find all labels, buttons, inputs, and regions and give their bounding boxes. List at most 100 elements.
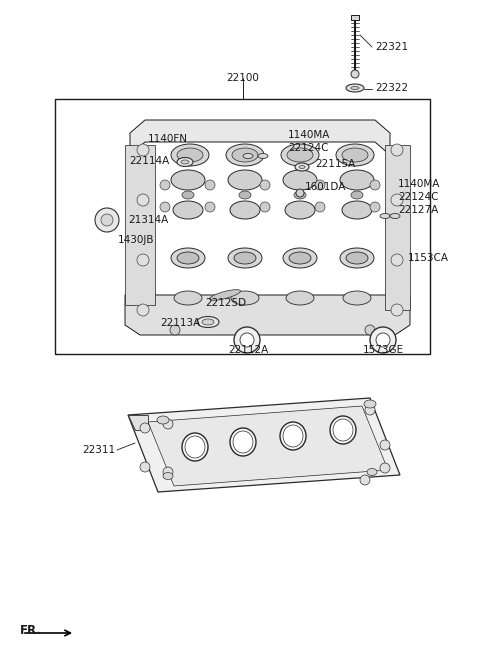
Text: 1140MA: 1140MA [398, 179, 440, 189]
Ellipse shape [390, 214, 400, 218]
Circle shape [391, 144, 403, 156]
Ellipse shape [280, 422, 306, 450]
Ellipse shape [281, 144, 319, 166]
Circle shape [234, 327, 260, 353]
Text: 22125D: 22125D [205, 298, 246, 308]
Ellipse shape [232, 148, 258, 162]
Circle shape [205, 202, 215, 212]
Circle shape [137, 254, 149, 266]
Circle shape [391, 254, 403, 266]
Text: 22311: 22311 [82, 445, 115, 455]
Ellipse shape [177, 148, 203, 162]
Circle shape [137, 144, 149, 156]
Text: 22114A: 22114A [130, 156, 170, 166]
Circle shape [160, 180, 170, 190]
Ellipse shape [364, 400, 376, 408]
Text: 22100: 22100 [227, 73, 259, 83]
Circle shape [160, 202, 170, 212]
Ellipse shape [336, 144, 374, 166]
Ellipse shape [243, 153, 253, 159]
Circle shape [137, 194, 149, 206]
Ellipse shape [286, 291, 314, 305]
Circle shape [260, 180, 270, 190]
Ellipse shape [283, 425, 303, 447]
Ellipse shape [171, 170, 205, 190]
Bar [351, 15, 359, 20]
Ellipse shape [299, 165, 305, 169]
Ellipse shape [171, 248, 205, 268]
Circle shape [360, 475, 370, 485]
Ellipse shape [230, 201, 260, 219]
Ellipse shape [177, 157, 193, 167]
Ellipse shape [182, 191, 194, 199]
Text: 1153CA: 1153CA [408, 253, 449, 263]
Circle shape [365, 325, 375, 335]
Ellipse shape [171, 144, 209, 166]
Polygon shape [128, 398, 400, 492]
Ellipse shape [239, 191, 251, 199]
Ellipse shape [342, 148, 368, 162]
Text: 21314A: 21314A [128, 215, 168, 225]
Ellipse shape [231, 291, 259, 305]
Ellipse shape [287, 148, 313, 162]
Ellipse shape [343, 291, 371, 305]
Circle shape [370, 327, 396, 353]
Ellipse shape [173, 201, 203, 219]
Polygon shape [128, 415, 148, 430]
Ellipse shape [283, 170, 317, 190]
Circle shape [380, 463, 390, 473]
Circle shape [315, 202, 325, 212]
Ellipse shape [346, 84, 364, 92]
Text: 1430JB: 1430JB [118, 235, 155, 245]
Circle shape [170, 325, 180, 335]
Circle shape [296, 189, 304, 197]
Circle shape [163, 419, 173, 429]
Text: 22322: 22322 [375, 83, 408, 93]
Ellipse shape [174, 291, 202, 305]
Ellipse shape [340, 170, 374, 190]
Text: 1601DA: 1601DA [305, 182, 347, 192]
Polygon shape [130, 120, 390, 155]
Text: 1140MA: 1140MA [288, 130, 330, 140]
Ellipse shape [202, 319, 214, 325]
Circle shape [370, 202, 380, 212]
Ellipse shape [294, 191, 306, 199]
Circle shape [351, 70, 359, 78]
Ellipse shape [228, 170, 262, 190]
Ellipse shape [342, 201, 372, 219]
Circle shape [370, 180, 380, 190]
Ellipse shape [226, 144, 264, 166]
Polygon shape [125, 145, 155, 305]
Ellipse shape [234, 252, 256, 264]
Circle shape [365, 405, 375, 415]
Ellipse shape [295, 163, 309, 171]
Ellipse shape [157, 416, 169, 424]
Ellipse shape [185, 436, 205, 458]
Text: 22112A: 22112A [228, 345, 268, 355]
Ellipse shape [333, 419, 353, 441]
Ellipse shape [197, 317, 219, 327]
Ellipse shape [233, 431, 253, 453]
Ellipse shape [289, 252, 311, 264]
Ellipse shape [346, 252, 368, 264]
Polygon shape [125, 295, 410, 335]
Polygon shape [385, 145, 410, 310]
Ellipse shape [163, 472, 173, 480]
Text: 22321: 22321 [375, 42, 408, 52]
Text: 22115A: 22115A [315, 159, 355, 169]
Circle shape [95, 208, 119, 232]
Ellipse shape [380, 214, 390, 218]
Text: 22127A: 22127A [398, 205, 438, 215]
Circle shape [315, 180, 325, 190]
Ellipse shape [177, 252, 199, 264]
Circle shape [260, 202, 270, 212]
Text: 22124C: 22124C [398, 192, 439, 202]
Circle shape [101, 214, 113, 226]
Circle shape [391, 304, 403, 316]
Ellipse shape [230, 428, 256, 456]
Circle shape [140, 423, 150, 433]
Polygon shape [125, 120, 410, 325]
Ellipse shape [209, 290, 240, 300]
Circle shape [240, 333, 254, 347]
Polygon shape [148, 406, 388, 486]
